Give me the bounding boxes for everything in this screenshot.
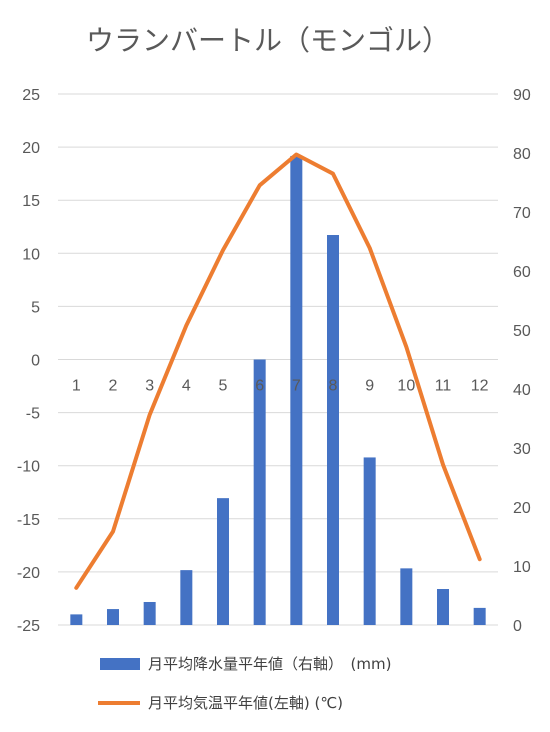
precipitation-bar [217, 498, 229, 625]
precipitation-bar [107, 609, 119, 625]
left-axis-tick-label: 5 [31, 299, 40, 316]
category-label: 6 [255, 378, 264, 395]
precipitation-bar [400, 568, 413, 625]
precipitation-bar [473, 607, 486, 625]
category-label: 11 [435, 378, 452, 395]
category-label: 8 [329, 378, 338, 395]
temperature-line-layer [74, 152, 482, 590]
legend: 月平均降水量平年値（右軸） (mm) 月平均気温平年値(左軸) (℃) [98, 655, 391, 712]
right-axis-ticks: 90 80 70 60 50 40 30 20 10 0 [513, 87, 531, 635]
left-axis-tick-label: 10 [22, 246, 40, 263]
right-axis-tick-label: 10 [513, 559, 531, 576]
right-axis-tick-label: 60 [513, 264, 531, 281]
legend-bar-label: 月平均降水量平年値（右軸） (mm) [148, 655, 391, 673]
left-axis-tick-label: -5 [26, 406, 40, 423]
precipitation-bar [253, 359, 266, 625]
left-axis-tick-label: -10 [17, 459, 40, 476]
right-axis-tick-label: 40 [513, 382, 531, 399]
right-axis-tick-label: 70 [513, 205, 531, 222]
legend-bar-swatch [100, 658, 140, 670]
gridlines [58, 93, 498, 626]
left-axis-tick-label: 15 [22, 193, 40, 210]
right-axis-tick-label: 20 [513, 500, 531, 517]
temperature-line [74, 152, 482, 590]
category-label: 5 [219, 378, 228, 395]
precipitation-bar [363, 457, 376, 625]
left-axis-ticks: 25 20 15 10 5 0 -5 -10 -15 -20 -25 [17, 87, 40, 635]
precipitation-bar [437, 589, 449, 625]
right-axis-tick-label: 50 [513, 323, 531, 340]
precipitation-bars [70, 155, 486, 625]
left-axis-tick-label: 25 [22, 87, 40, 104]
right-axis-tick-label: 80 [513, 146, 531, 163]
left-axis-tick-label: -20 [17, 565, 40, 582]
right-axis-tick-label: 90 [513, 87, 531, 104]
precipitation-bar [143, 601, 156, 625]
precipitation-bar [327, 235, 339, 625]
category-label: 7 [292, 378, 301, 395]
right-axis-tick-label: 30 [513, 441, 531, 458]
left-axis-tick-label: -25 [17, 618, 40, 635]
right-axis-tick-label: 0 [513, 618, 522, 635]
chart-title: ウランバートル（モンゴル） [86, 24, 450, 57]
precipitation-bar [290, 155, 303, 625]
precipitation-bar [180, 570, 193, 625]
legend-line-label: 月平均気温平年値(左軸) (℃) [148, 694, 343, 712]
category-label: 2 [109, 378, 118, 395]
category-label: 9 [365, 378, 374, 395]
precipitation-bar [70, 614, 83, 625]
category-label: 12 [471, 378, 489, 395]
category-label: 1 [72, 378, 81, 395]
left-axis-tick-label: -15 [17, 512, 40, 529]
category-label: 4 [182, 378, 191, 395]
category-label: 10 [397, 378, 415, 395]
category-label: 3 [145, 378, 154, 395]
category-labels: 1 2 3 4 5 6 7 8 9 10 11 12 [72, 378, 489, 395]
left-axis-tick-label: 20 [22, 140, 40, 157]
left-axis-tick-label: 0 [31, 353, 40, 370]
